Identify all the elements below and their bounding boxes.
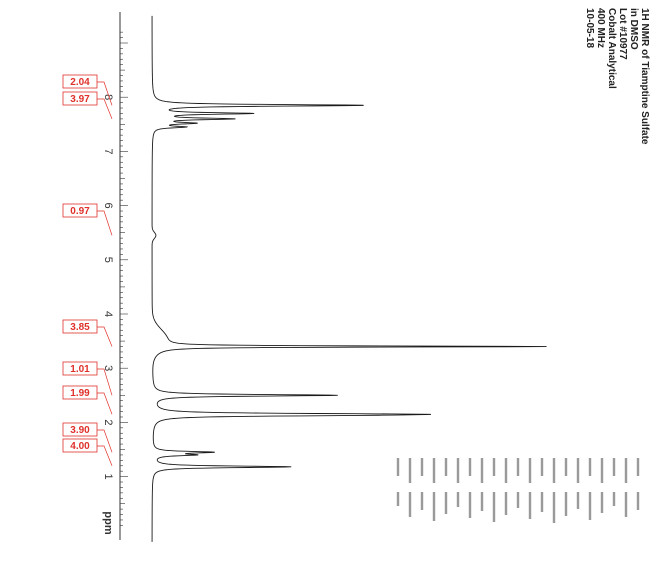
integral-box — [62, 319, 98, 334]
integral-value: 3.97 — [70, 94, 90, 105]
integral-box — [62, 422, 98, 437]
integral-box — [62, 203, 98, 218]
integral-value: 2.04 — [70, 77, 90, 88]
integral-value: 1.01 — [70, 364, 90, 375]
info-title: 1H NMR of Tiamptine Sulfate — [639, 8, 650, 145]
integral-box — [62, 385, 98, 400]
integral-item: 3.85 — [62, 319, 113, 347]
tick-label: 8 — [102, 94, 114, 100]
integral-value: 4.00 — [70, 441, 90, 452]
integral-leader — [97, 429, 113, 453]
integral-leader — [97, 326, 113, 347]
integral-box — [62, 361, 98, 376]
spectrum-info-header: 1H NMR of Tiamptine Sulfate in DMSO Lot … — [584, 8, 650, 145]
integral-value: 1.99 — [70, 388, 90, 399]
info-frequency: 400 MHz — [595, 8, 606, 49]
info-solvent: in DMSO — [628, 8, 639, 50]
integral-box — [62, 438, 98, 453]
integral-labels: 2.04 3.97 0.97 3.85 1.01 1.99 3.90 4.00 — [62, 74, 113, 466]
integral-value: 3.85 — [70, 322, 90, 333]
spectrum-line — [151, 15, 547, 542]
tick-label: 7 — [102, 148, 114, 154]
integral-box — [62, 91, 98, 106]
spectrum-trace — [151, 15, 547, 542]
tick-label: 1 — [102, 474, 114, 480]
integral-leader — [97, 81, 113, 106]
tick-label: 3 — [102, 365, 114, 371]
acquisition-parameters-table — [396, 458, 640, 523]
tick-label: 5 — [102, 257, 114, 263]
integral-leader — [97, 392, 113, 415]
integral-leader — [97, 445, 113, 466]
info-date: 10-05-18 — [584, 8, 595, 49]
integral-value: 0.97 — [70, 206, 90, 217]
integral-item: 1.01 — [62, 361, 113, 396]
integral-leader — [97, 210, 113, 236]
integral-item: 1.99 — [62, 385, 113, 415]
tick-label: 4 — [102, 311, 114, 317]
ppm-unit-label: ppm — [102, 511, 114, 534]
integral-item: 3.97 — [62, 91, 113, 120]
integral-value: 3.90 — [70, 425, 90, 436]
integral-item: 4.00 — [62, 438, 113, 466]
tick-label: 2 — [102, 419, 114, 425]
integral-box — [62, 74, 98, 89]
tick-label: 6 — [102, 203, 114, 209]
integral-item: 3.90 — [62, 422, 113, 453]
ppm-axis: 8 7 6 5 4 3 2 1 ppm — [102, 12, 128, 540]
integral-item: 2.04 — [62, 74, 113, 106]
integral-item: 0.97 — [62, 203, 113, 236]
info-lot: Lot #10977 — [617, 8, 628, 60]
integral-leader — [97, 98, 113, 120]
info-company: Cobalt Analytical — [606, 8, 617, 89]
integral-leader — [97, 368, 113, 396]
